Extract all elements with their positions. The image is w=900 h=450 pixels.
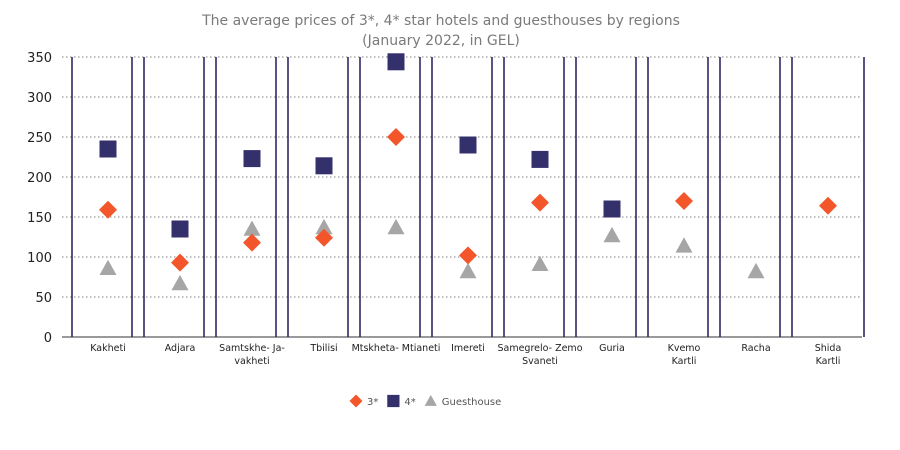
data-point bbox=[603, 226, 621, 243]
data-point bbox=[531, 255, 549, 271]
data-point bbox=[315, 157, 333, 175]
x-tick-label: Tbilisi bbox=[309, 343, 337, 354]
data-point bbox=[819, 196, 837, 215]
region-separators bbox=[71, 57, 865, 337]
data-point bbox=[243, 220, 261, 236]
data-point bbox=[99, 200, 117, 219]
data-point bbox=[171, 220, 189, 238]
x-tick-label: Kakheti bbox=[90, 343, 126, 354]
y-tick-label: 300 bbox=[27, 91, 52, 106]
data-point bbox=[171, 274, 189, 291]
x-tick-label: Samegrelo- Zemo Svaneti bbox=[497, 343, 582, 367]
data-point bbox=[531, 150, 549, 168]
data-point bbox=[531, 193, 549, 212]
y-axis-ticks: 0 50 100 150 200 250 300 350 bbox=[27, 51, 52, 346]
legend: 3* 4* Guesthouse bbox=[349, 394, 502, 408]
data-point bbox=[459, 136, 477, 154]
x-tick-label: Imereti bbox=[451, 343, 485, 354]
x-tick-label: Mtskheta- Mtianeti bbox=[352, 343, 441, 354]
gridlines bbox=[62, 56, 862, 338]
data-markers bbox=[99, 53, 837, 291]
data-point bbox=[459, 262, 477, 279]
data-point bbox=[387, 128, 405, 146]
x-tick-label: Racha bbox=[741, 343, 770, 354]
y-tick-label: 50 bbox=[35, 291, 52, 306]
data-point bbox=[171, 253, 189, 272]
legend-swatch bbox=[349, 394, 363, 408]
data-point bbox=[387, 53, 405, 71]
data-point bbox=[747, 262, 765, 279]
data-point bbox=[603, 200, 621, 218]
data-point bbox=[459, 246, 477, 265]
data-point bbox=[99, 259, 117, 275]
x-tick-label: Shida Kartli bbox=[815, 343, 842, 367]
chart-subtitle: (January 2022, in GEL) bbox=[362, 33, 520, 49]
legend-swatch bbox=[424, 394, 437, 406]
y-tick-label: 250 bbox=[27, 131, 52, 146]
y-tick-label: 100 bbox=[27, 251, 52, 266]
data-point bbox=[675, 237, 693, 253]
data-point bbox=[99, 140, 117, 158]
x-tick-label: Adjara bbox=[165, 343, 196, 354]
legend-label: Guesthouse bbox=[442, 397, 502, 408]
y-tick-label: 150 bbox=[27, 211, 52, 226]
x-tick-label: Samtskhe- Ja-vakheti bbox=[219, 343, 285, 367]
legend-swatch bbox=[387, 394, 400, 408]
x-axis-ticks: Kakheti Adjara Samtskhe- Ja-vakheti Tbilisi… bbox=[90, 343, 841, 367]
y-tick-label: 350 bbox=[27, 51, 52, 66]
legend-label: 3* bbox=[367, 397, 378, 408]
data-point bbox=[387, 218, 405, 235]
data-point bbox=[243, 150, 261, 168]
y-tick-label: 0 bbox=[44, 331, 52, 346]
y-tick-label: 200 bbox=[27, 171, 52, 186]
x-tick-label: Guria bbox=[599, 343, 625, 354]
legend-label: 4* bbox=[404, 397, 415, 408]
data-point bbox=[243, 233, 261, 252]
x-tick-label: Kvemo Kartli bbox=[668, 343, 701, 367]
data-point bbox=[315, 228, 333, 247]
data-point bbox=[315, 218, 333, 235]
chart-title: The average prices of 3*, 4* star hotels… bbox=[201, 13, 680, 29]
data-point bbox=[675, 192, 693, 210]
